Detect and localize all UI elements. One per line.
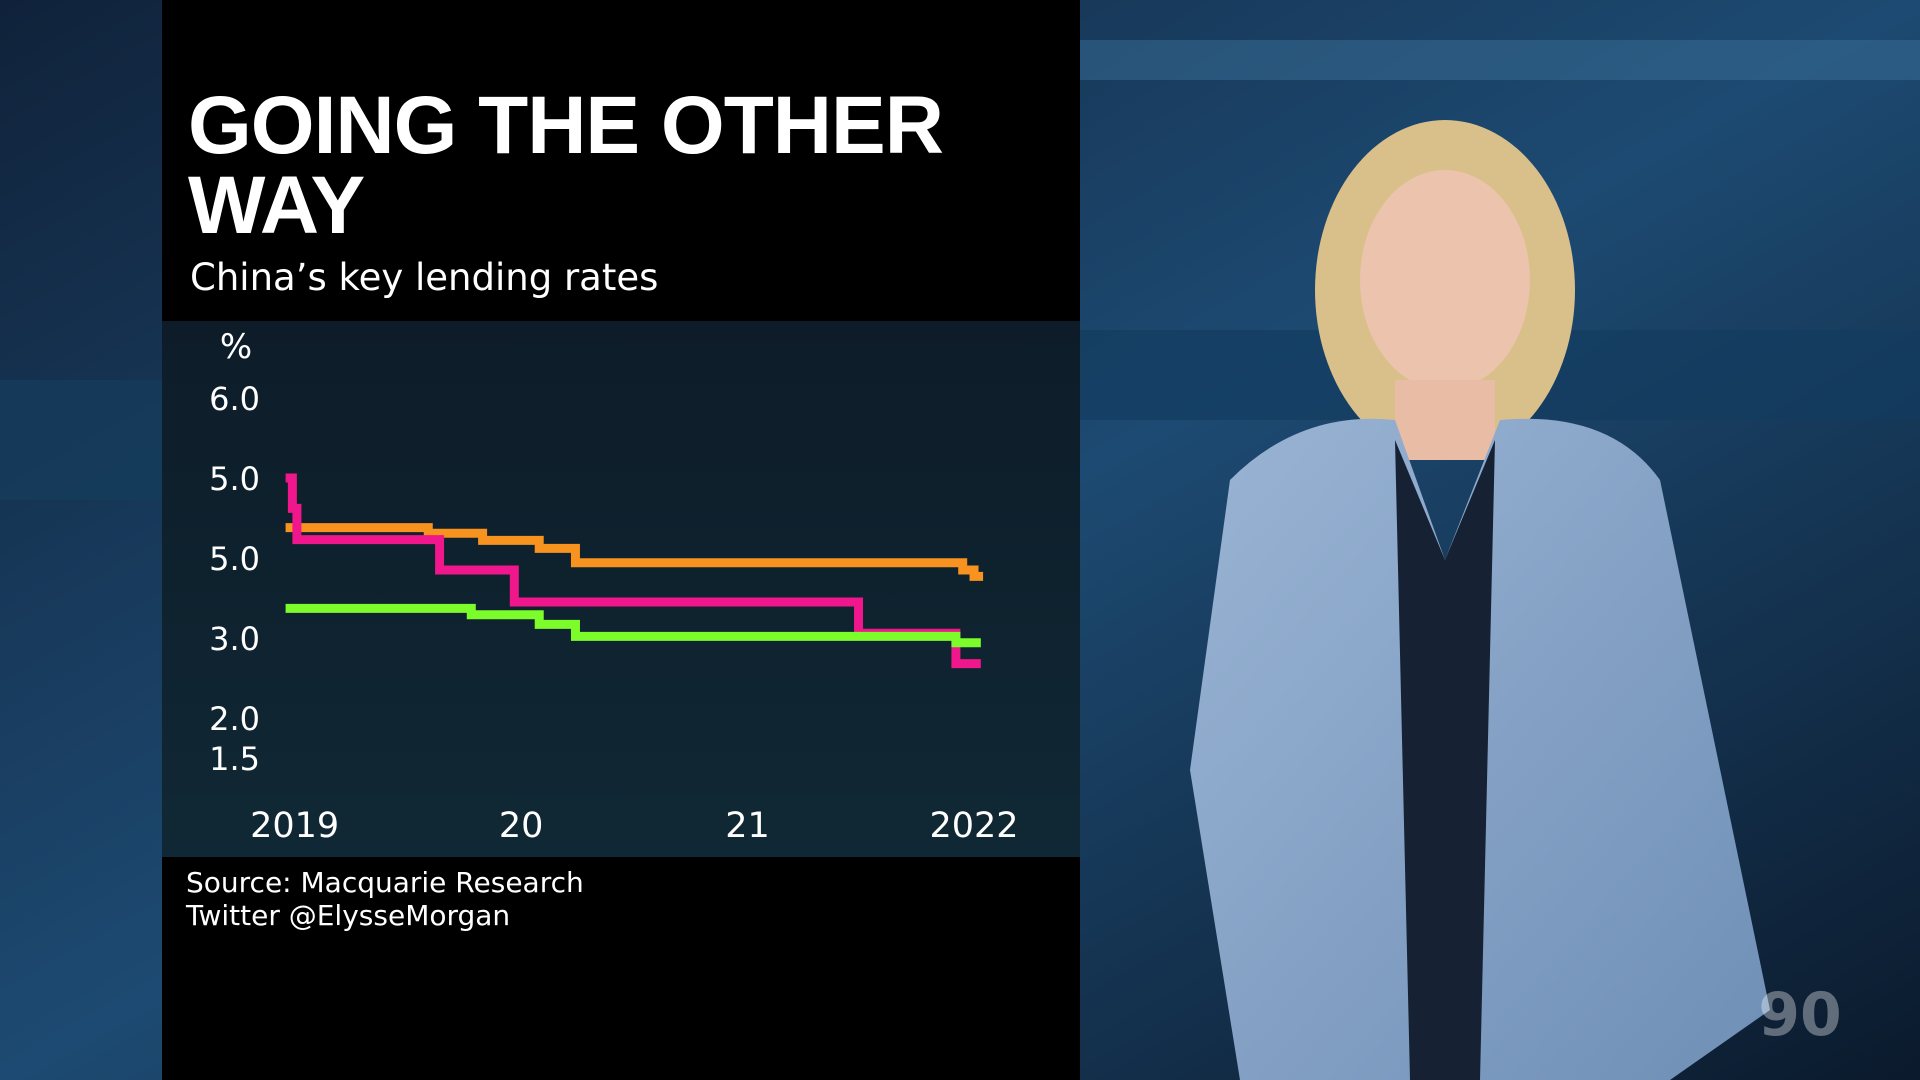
y-tick-label: 1.5: [209, 740, 260, 778]
presenter: [1190, 120, 1770, 1080]
channel-logo: 90: [1758, 980, 1842, 1050]
rate-line: [285, 603, 981, 648]
y-tick-label: 6.0: [209, 380, 260, 418]
x-tick-label: 21: [725, 806, 770, 846]
y-axis-label: %: [220, 327, 252, 367]
x-tick-label: 2019: [250, 806, 339, 846]
x-tick-label: 20: [499, 806, 544, 846]
studio-screen: [0, 380, 162, 500]
y-tick-label: 2.0: [209, 700, 260, 738]
rate-line: [285, 523, 984, 581]
x-tick-label: 2022: [929, 806, 1018, 846]
chart-title: GOING THE OTHER WAY: [188, 80, 944, 251]
y-tick-label: 5.0: [209, 460, 260, 498]
source-note: Source: Macquarie Research: [186, 866, 584, 899]
credit-note: Twitter @ElysseMorgan: [186, 899, 511, 932]
y-tick-label: 5.0: [209, 540, 260, 578]
y-tick-label: 3.0: [209, 620, 260, 658]
chart-subtitle: China’s key lending rates: [190, 256, 659, 299]
studio-light: [1080, 40, 1920, 80]
chart-band: [162, 321, 1080, 857]
